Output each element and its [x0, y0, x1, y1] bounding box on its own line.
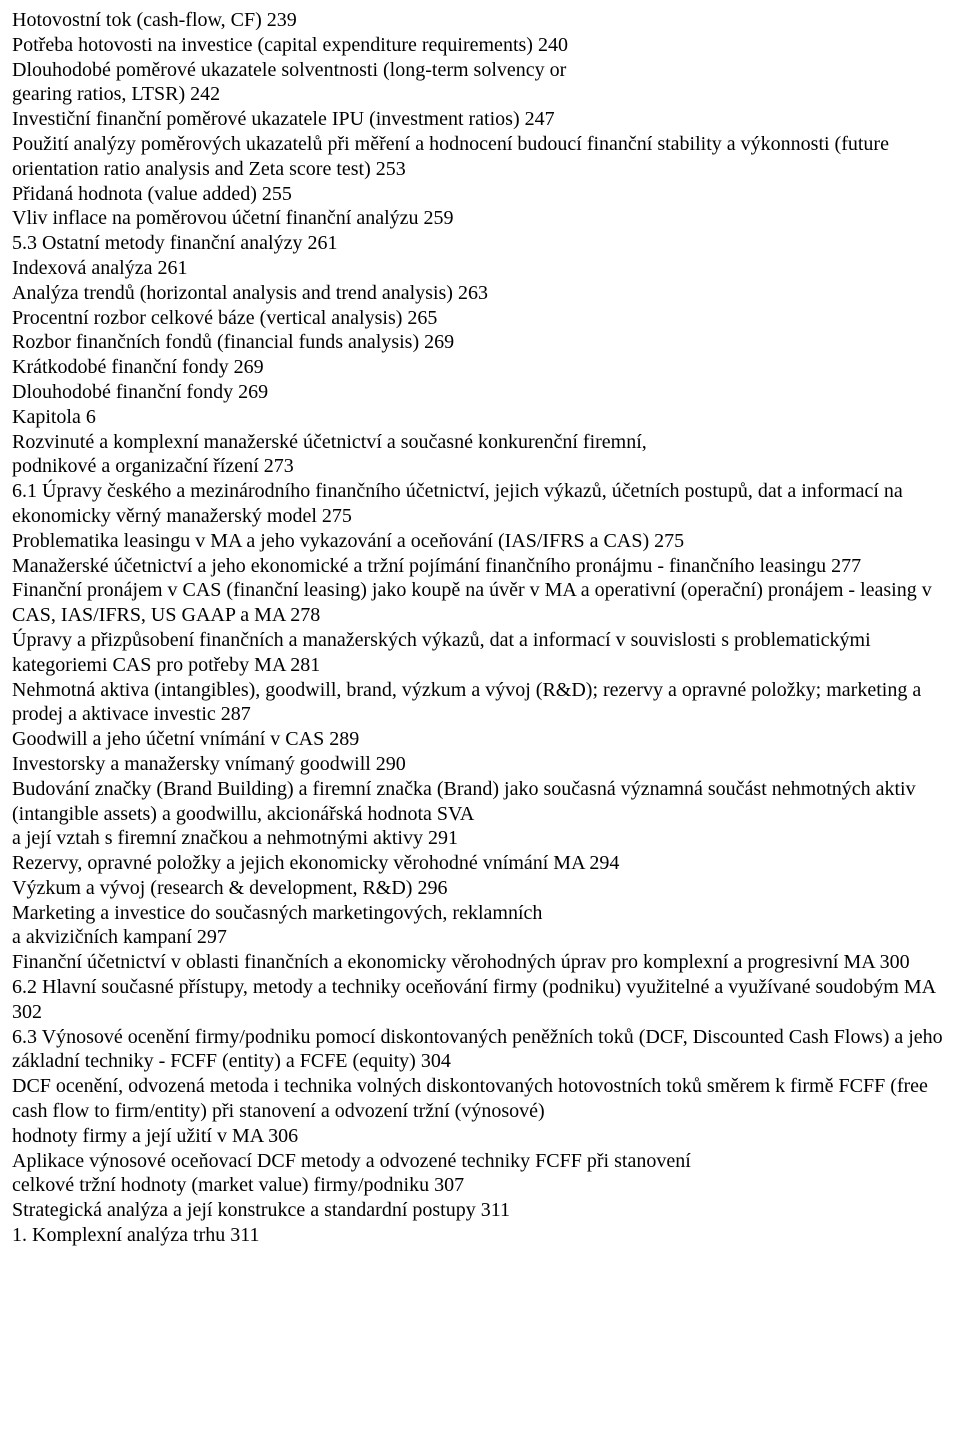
toc-line: Kapitola 6: [12, 405, 944, 430]
toc-line: 5.3 Ostatní metody finanční analýzy 261: [12, 231, 944, 256]
toc-line: DCF ocenění, odvozená metoda i technika …: [12, 1074, 944, 1124]
toc-line: Použití analýzy poměrových ukazatelů při…: [12, 132, 944, 182]
toc-line: a její vztah s firemní značkou a nehmotn…: [12, 826, 944, 851]
toc-line: Nehmotná aktiva (intangibles), goodwill,…: [12, 678, 944, 728]
toc-line: podnikové a organizační řízení 273: [12, 454, 944, 479]
toc-line: Rozvinuté a komplexní manažerské účetnic…: [12, 430, 944, 455]
toc-line: Dlouhodobé finanční fondy 269: [12, 380, 944, 405]
toc-line: Přidaná hodnota (value added) 255: [12, 182, 944, 207]
toc-line: Strategická analýza a její konstrukce a …: [12, 1198, 944, 1223]
toc-line: 6.2 Hlavní současné přístupy, metody a t…: [12, 975, 944, 1025]
toc-line: Investorsky a manažersky vnímaný goodwil…: [12, 752, 944, 777]
toc-line: gearing ratios, LTSR) 242: [12, 82, 944, 107]
toc-line: Goodwill a jeho účetní vnímání v CAS 289: [12, 727, 944, 752]
toc-line: Investiční finanční poměrové ukazatele I…: [12, 107, 944, 132]
toc-line: Manažerské účetnictví a jeho ekonomické …: [12, 554, 944, 579]
toc-line: 6.3 Výnosové ocenění firmy/podniku pomoc…: [12, 1025, 944, 1075]
toc-line: Analýza trendů (horizontal analysis and …: [12, 281, 944, 306]
toc-line: Dlouhodobé poměrové ukazatele solventnos…: [12, 58, 944, 83]
toc-line: Úpravy a přizpůsobení finančních a manaž…: [12, 628, 944, 678]
toc-line: 6.1 Úpravy českého a mezinárodního finan…: [12, 479, 944, 529]
toc-line: Rezervy, opravné položky a jejich ekonom…: [12, 851, 944, 876]
toc-line: Aplikace výnosové oceňovací DCF metody a…: [12, 1149, 944, 1174]
toc-line: hodnoty firmy a její užití v MA 306: [12, 1124, 944, 1149]
toc-line: Výzkum a vývoj (research & development, …: [12, 876, 944, 901]
toc-line: Indexová analýza 261: [12, 256, 944, 281]
toc-line: Budování značky (Brand Building) a firem…: [12, 777, 944, 827]
toc-line: Potřeba hotovosti na investice (capital …: [12, 33, 944, 58]
toc-line: celkové tržní hodnoty (market value) fir…: [12, 1173, 944, 1198]
toc-line: Marketing a investice do současných mark…: [12, 901, 944, 926]
toc-line: Hotovostní tok (cash-flow, CF) 239: [12, 8, 944, 33]
toc-line: a akvizičních kampaní 297: [12, 925, 944, 950]
toc-line: Procentní rozbor celkové báze (vertical …: [12, 306, 944, 331]
document-body: Hotovostní tok (cash-flow, CF) 239Potřeb…: [12, 8, 944, 1248]
toc-line: Krátkodobé finanční fondy 269: [12, 355, 944, 380]
toc-line: Finanční účetnictví v oblasti finančních…: [12, 950, 944, 975]
toc-line: Rozbor finančních fondů (financial funds…: [12, 330, 944, 355]
toc-line: Vliv inflace na poměrovou účetní finančn…: [12, 206, 944, 231]
toc-line: 1. Komplexní analýza trhu 311: [12, 1223, 944, 1248]
toc-line: Finanční pronájem v CAS (finanční leasin…: [12, 578, 944, 628]
toc-line: Problematika leasingu v MA a jeho vykazo…: [12, 529, 944, 554]
